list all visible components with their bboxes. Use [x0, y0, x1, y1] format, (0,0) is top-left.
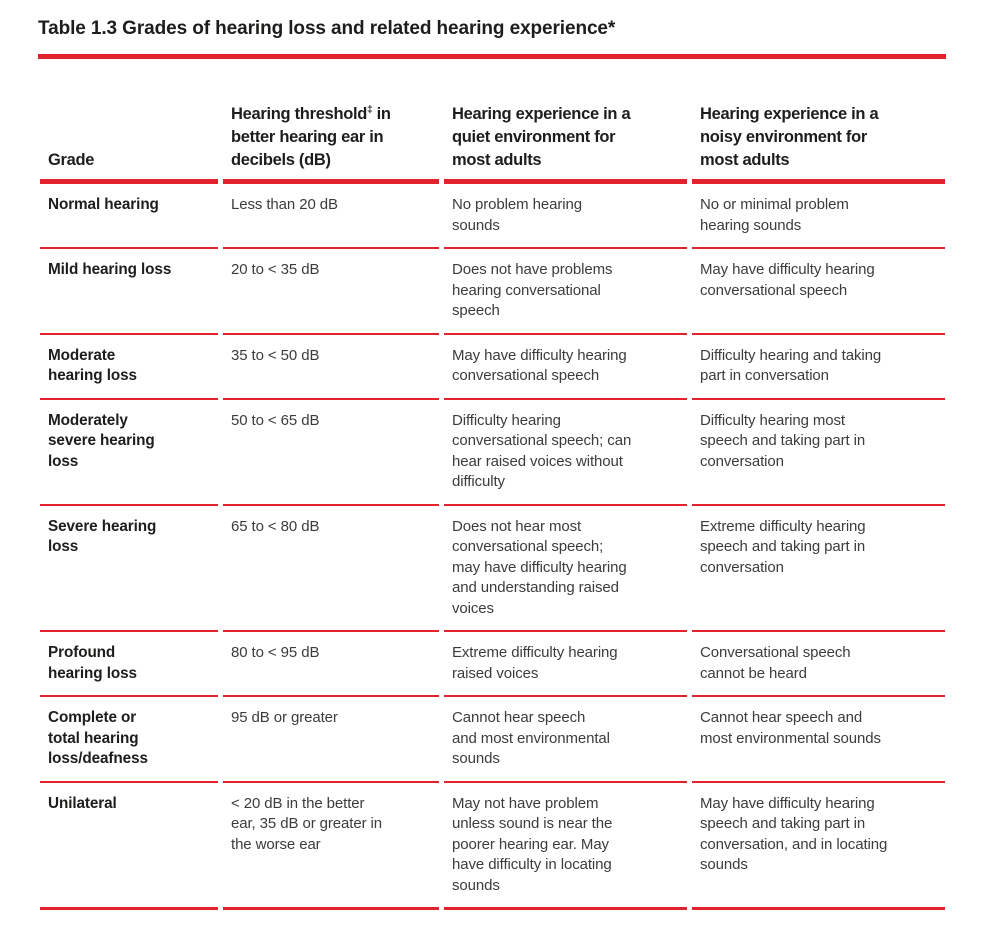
threshold-label-text: Hearing threshold — [231, 105, 368, 123]
column-header-noisy-label: Hearing experience in a noisy environmen… — [700, 105, 879, 169]
cell-quiet-experience: May not have problem unless sound is nea… — [444, 783, 687, 910]
column-header-quiet-environment: Hearing experience in a quiet environmen… — [444, 103, 687, 184]
dagger-footnote-marker: ‡ — [367, 104, 373, 116]
cell-grade: Complete or total hearing loss/deafness — [40, 697, 218, 783]
cell-noisy-experience: May have difficulty hearing speech and t… — [692, 783, 945, 910]
column-header-quiet-label: Hearing experience in a quiet environmen… — [452, 105, 631, 169]
cell-noisy-experience: Conversational speech cannot be heard — [692, 632, 945, 697]
cell-threshold: 50 to < 65 dB — [223, 400, 439, 506]
cell-quiet-experience: No problem hearing sounds — [444, 184, 687, 249]
grades-table: Grade Hearing threshold‡ in better heari… — [40, 103, 946, 910]
cell-threshold: 65 to < 80 dB — [223, 506, 439, 632]
cell-quiet-experience: Does not hear most conversational speech… — [444, 506, 687, 632]
cell-threshold: 20 to < 35 dB — [223, 249, 439, 335]
cell-grade: Moderate hearing loss — [40, 335, 218, 400]
document-page: Table 1.3 Grades of hearing loss and rel… — [38, 18, 946, 910]
cell-noisy-experience: Extreme difficulty hearing speech and ta… — [692, 506, 945, 632]
column-header-threshold: Hearing threshold‡ in better hearing ear… — [223, 103, 439, 184]
page-title: Table 1.3 Grades of hearing loss and rel… — [38, 18, 616, 39]
column-header-grade-label: Grade — [48, 151, 95, 169]
cell-grade: Unilateral — [40, 783, 218, 910]
cell-noisy-experience: May have difficulty hearing conversation… — [692, 249, 945, 335]
cell-threshold: 95 dB or greater — [223, 697, 439, 783]
cell-quiet-experience: Does not have problems hearing conversat… — [444, 249, 687, 335]
cell-grade: Mild hearing loss — [40, 249, 218, 335]
cell-grade: Severe hearing loss — [40, 506, 218, 632]
cell-threshold: 35 to < 50 dB — [223, 335, 439, 400]
cell-noisy-experience: Difficulty hearing most speech and takin… — [692, 400, 945, 506]
cell-noisy-experience: Difficulty hearing and taking part in co… — [692, 335, 945, 400]
column-header-threshold-label: Hearing threshold‡ in better hearing ear… — [231, 103, 437, 172]
cell-quiet-experience: Difficulty hearing conversational speech… — [444, 400, 687, 506]
cell-noisy-experience: Cannot hear speech and most environmenta… — [692, 697, 945, 783]
cell-grade: Normal hearing — [40, 184, 218, 249]
cell-threshold: Less than 20 dB — [223, 184, 439, 249]
cell-threshold: < 20 dB in the better ear, 35 dB or grea… — [223, 783, 439, 910]
cell-quiet-experience: Cannot hear speech and most environmenta… — [444, 697, 687, 783]
cell-threshold: 80 to < 95 dB — [223, 632, 439, 697]
title-rule-divider — [38, 54, 946, 59]
threshold-label-rest: in better hearing ear in decibels (dB) — [231, 105, 391, 169]
column-header-grade: Grade — [40, 103, 218, 184]
cell-grade: Moderately severe hearing loss — [40, 400, 218, 506]
cell-quiet-experience: May have difficulty hearing conversation… — [444, 335, 687, 400]
cell-grade: Profound hearing loss — [40, 632, 218, 697]
cell-noisy-experience: No or minimal problem hearing sounds — [692, 184, 945, 249]
cell-quiet-experience: Extreme difficulty hearing raised voices — [444, 632, 687, 697]
column-header-noisy-environment: Hearing experience in a noisy environmen… — [692, 103, 945, 184]
